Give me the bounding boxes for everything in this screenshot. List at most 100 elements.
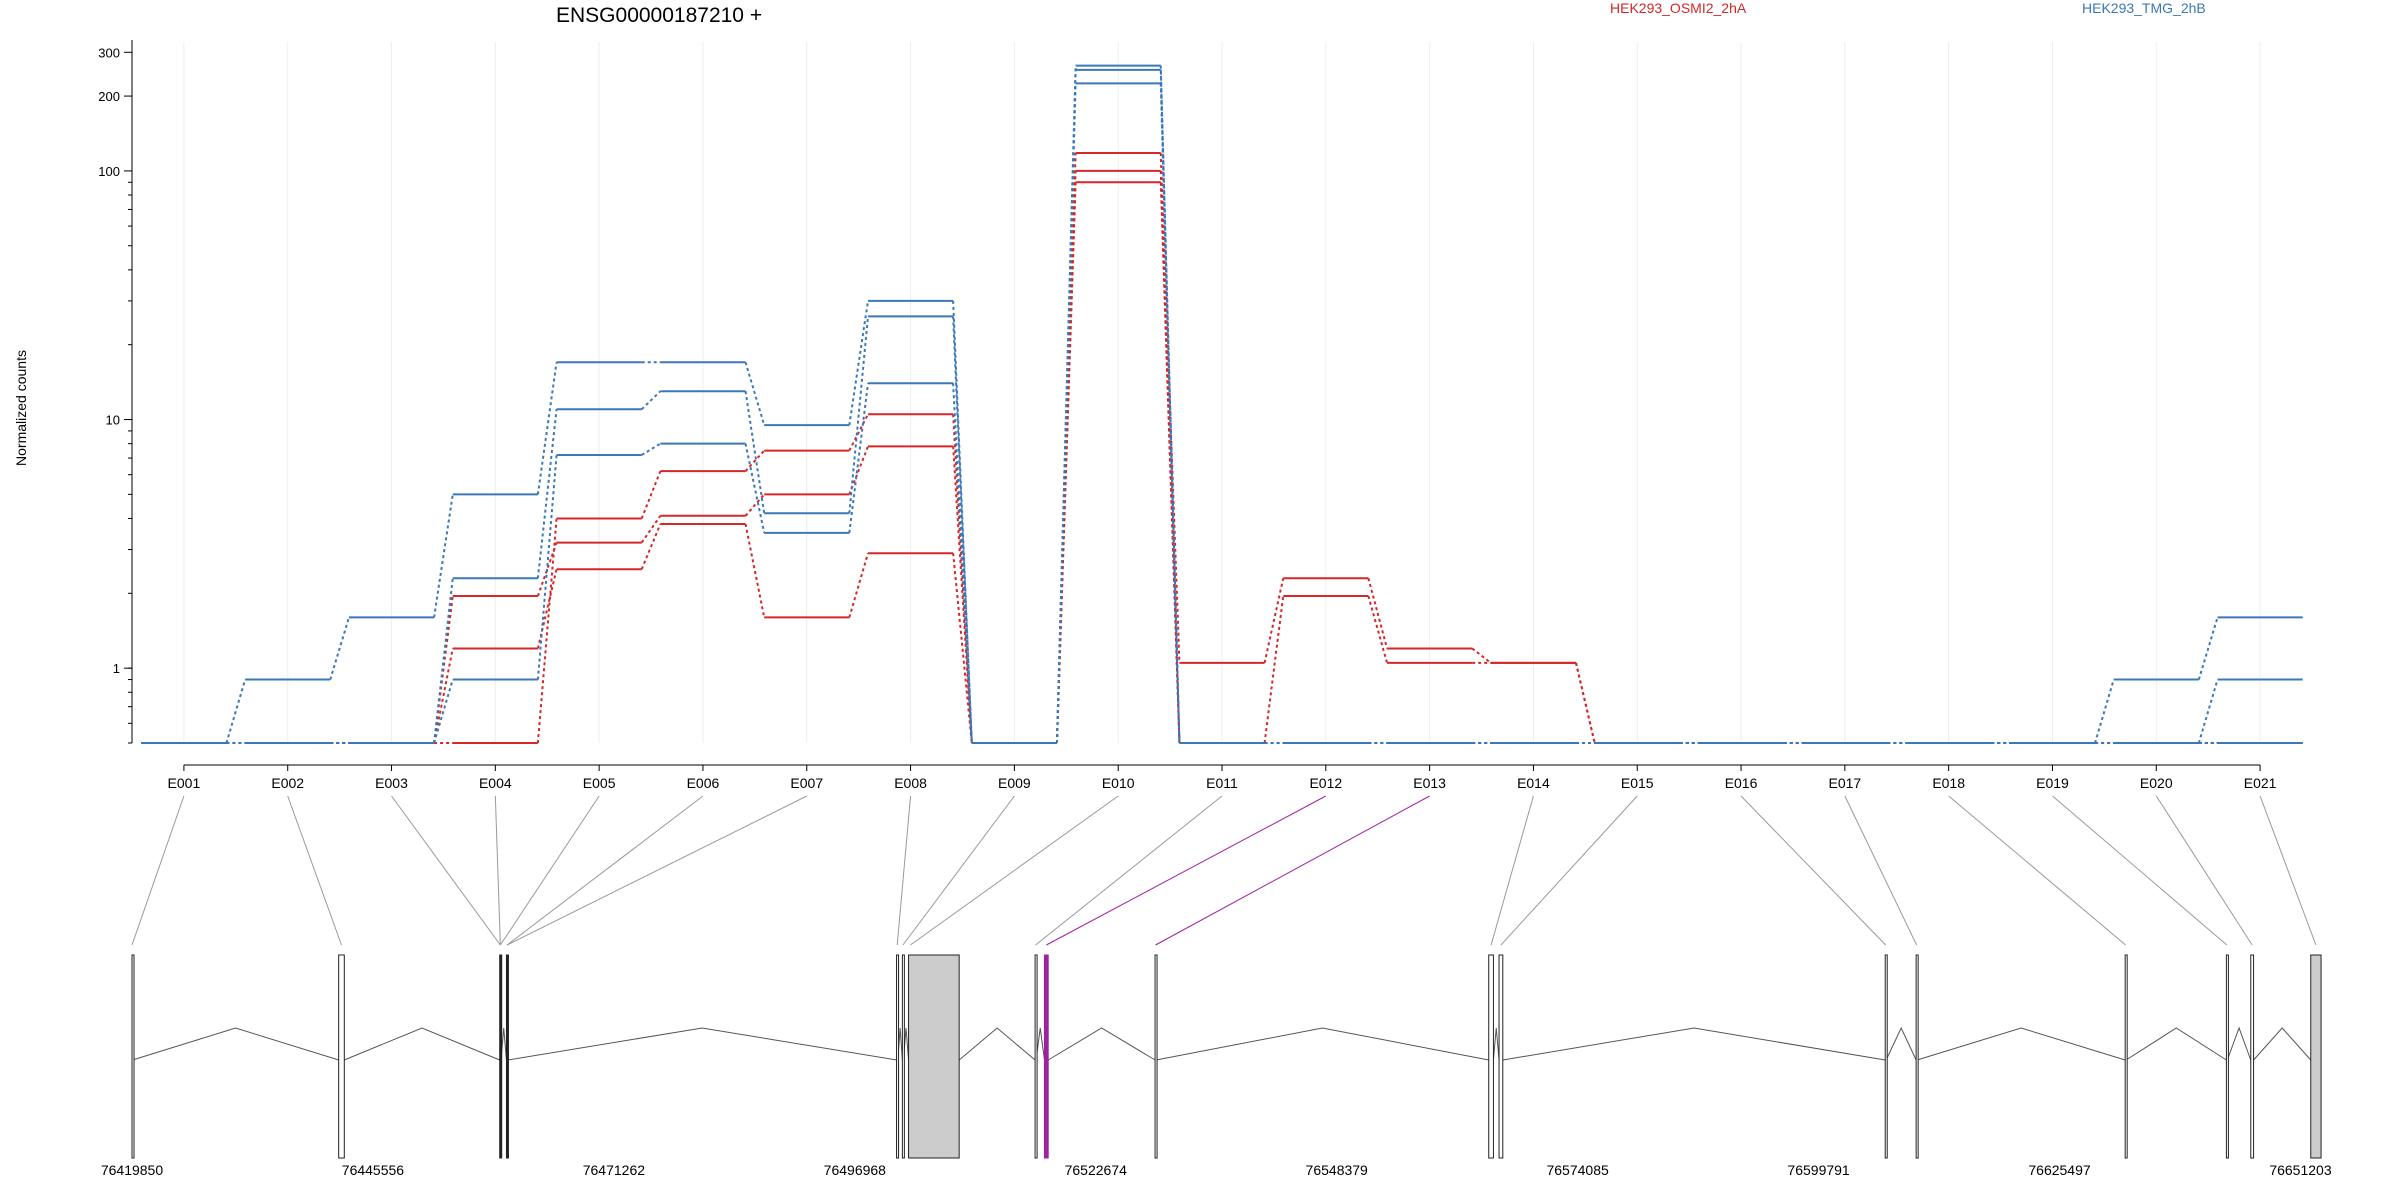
connector bbox=[641, 390, 662, 410]
y-tick-label: 100 bbox=[98, 164, 120, 179]
coordinate-label: 76419850 bbox=[101, 1162, 164, 1178]
connector bbox=[225, 679, 247, 744]
exon-box bbox=[131, 954, 135, 1159]
coordinate-label: 76496968 bbox=[824, 1162, 887, 1178]
exon-box bbox=[901, 954, 905, 1159]
connector bbox=[1159, 83, 1181, 744]
x-tick-label-e008: E008 bbox=[894, 775, 927, 791]
connector bbox=[433, 679, 454, 744]
chart-title: ENSG00000187210 + bbox=[556, 4, 762, 27]
connector bbox=[536, 518, 558, 744]
x-tick-label-e019: E019 bbox=[2036, 775, 2069, 791]
x-tick-label-e003: E003 bbox=[375, 775, 408, 791]
x-tick-label-e001: E001 bbox=[168, 775, 201, 791]
x-tick-label-e002: E002 bbox=[271, 775, 304, 791]
exon-link-e009 bbox=[902, 795, 1015, 946]
connector bbox=[433, 578, 454, 744]
y-tick-label: 200 bbox=[98, 89, 120, 104]
connector bbox=[1471, 647, 1492, 664]
genomic-coordinate-axis: 76419850 76445556 76471262 76496968 76522674… bbox=[101, 1162, 2332, 1178]
connector bbox=[952, 446, 973, 744]
exon-link-e021 bbox=[2259, 795, 2317, 946]
x-tick-label-e018: E018 bbox=[1932, 775, 1965, 791]
exon-link-e010 bbox=[910, 795, 1119, 946]
exon-link-e008 bbox=[896, 795, 912, 946]
exon-box bbox=[1034, 954, 1038, 1159]
x-tick-label-e004: E004 bbox=[479, 775, 512, 791]
connector bbox=[1575, 662, 1596, 744]
connector bbox=[2094, 679, 2115, 744]
x-tick-label-e007: E007 bbox=[790, 775, 823, 791]
coordinate-label: 76599791 bbox=[1787, 1162, 1850, 1178]
intron bbox=[1916, 1027, 2126, 1061]
x-axis: E001 E002 E003 E004 E005 E006 E007 E008 E009 E010… bbox=[168, 764, 2277, 791]
legend-entry-tmg: HEK293_TMG_2hB bbox=[2082, 0, 2206, 16]
intron bbox=[2125, 1027, 2227, 1061]
connector bbox=[952, 300, 973, 744]
connector bbox=[848, 552, 869, 618]
exon-link-e007 bbox=[506, 795, 807, 946]
coordinate-label: 76651203 bbox=[2269, 1162, 2332, 1178]
connector bbox=[536, 362, 558, 495]
connector bbox=[848, 316, 870, 514]
intron bbox=[1502, 1027, 1886, 1061]
coordinate-label: 76445556 bbox=[342, 1162, 405, 1178]
exon-link-e002 bbox=[287, 795, 342, 946]
connector bbox=[433, 494, 454, 618]
intron bbox=[2253, 1027, 2312, 1061]
connector bbox=[433, 648, 454, 744]
intron bbox=[2226, 1026, 2252, 1061]
exon-box bbox=[1154, 954, 1158, 1159]
exon-link-e001 bbox=[131, 795, 185, 946]
connector bbox=[952, 553, 973, 744]
series-line-6 bbox=[141, 82, 2303, 744]
y-tick-label: 300 bbox=[98, 45, 120, 60]
x-tick-label-e020: E020 bbox=[2140, 775, 2173, 791]
exon-link-e018 bbox=[1948, 795, 2126, 946]
y-axis: 1 10 100 200 300 bbox=[98, 40, 133, 744]
x-tick-label-e014: E014 bbox=[1517, 775, 1550, 791]
exon-link-e013 bbox=[1155, 795, 1430, 946]
x-tick-label-e005: E005 bbox=[583, 775, 616, 791]
intron bbox=[344, 1027, 500, 1061]
exon-box bbox=[2225, 954, 2229, 1159]
connector bbox=[1367, 577, 1389, 649]
exon-box bbox=[2124, 954, 2128, 1159]
connector bbox=[640, 523, 662, 570]
x-tick-label-e016: E016 bbox=[1725, 775, 1758, 791]
connector bbox=[848, 300, 869, 426]
exon-box bbox=[2250, 954, 2255, 1159]
connector bbox=[952, 414, 973, 744]
connector bbox=[952, 383, 973, 744]
y-axis-label: Normalized counts bbox=[13, 350, 29, 466]
connector bbox=[2197, 679, 2219, 744]
connector bbox=[848, 383, 870, 534]
connector bbox=[744, 391, 766, 514]
intron bbox=[1047, 1027, 1156, 1061]
intron bbox=[1492, 1027, 1500, 1061]
connector bbox=[2197, 617, 2219, 680]
exon-link-e006 bbox=[506, 795, 704, 946]
connector bbox=[1263, 595, 1285, 744]
x-tick-label-e012: E012 bbox=[1309, 775, 1342, 791]
exon-box bbox=[1915, 954, 1919, 1159]
connector bbox=[640, 470, 662, 519]
exon-link-e003 bbox=[391, 795, 501, 946]
intron bbox=[507, 1027, 897, 1061]
coordinate-label: 76522674 bbox=[1065, 1162, 1128, 1178]
exon-link-e011 bbox=[1035, 795, 1223, 946]
exon-box bbox=[896, 954, 900, 1159]
exon-link-e004 bbox=[494, 795, 501, 946]
exon-link-e016 bbox=[1740, 795, 1887, 946]
exon-link-e017 bbox=[1844, 795, 1918, 946]
exon-box bbox=[1043, 954, 1049, 1159]
connector bbox=[1159, 69, 1181, 744]
coordinate-label: 76471262 bbox=[583, 1162, 646, 1178]
connector bbox=[329, 617, 350, 680]
connector bbox=[1367, 595, 1389, 664]
connector bbox=[1263, 578, 1285, 664]
series-lines bbox=[141, 64, 2303, 744]
exon-box bbox=[2310, 954, 2322, 1159]
exon-link-e005 bbox=[499, 795, 600, 946]
x-tick-label-e017: E017 bbox=[1829, 775, 1862, 791]
